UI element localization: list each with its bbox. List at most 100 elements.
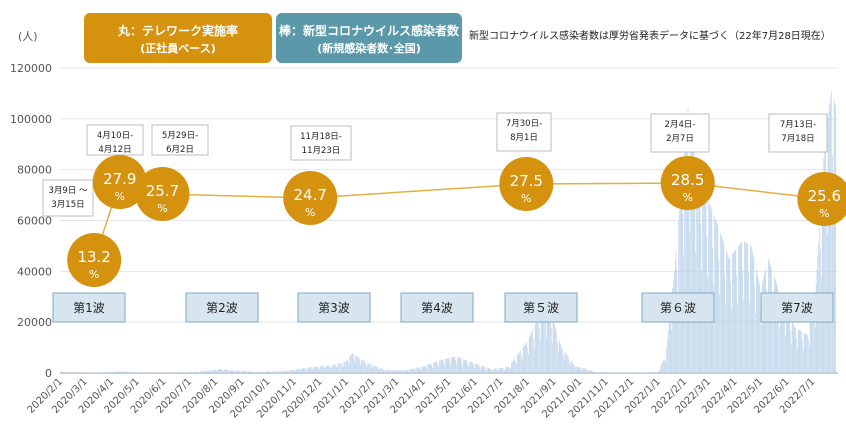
case-bar (345, 361, 346, 373)
case-bar (811, 309, 813, 373)
case-bar (481, 365, 483, 373)
percent-sign: % (157, 202, 167, 215)
case-bar (269, 371, 270, 373)
case-bar (721, 235, 722, 373)
case-bar (642, 372, 644, 373)
case-bar (649, 372, 650, 373)
case-bar (459, 357, 461, 373)
case-bar (240, 371, 241, 373)
case-bar (126, 371, 128, 373)
case-bar (287, 370, 288, 373)
case-bar (808, 346, 810, 373)
case-bar (749, 302, 750, 373)
case-bar (215, 369, 217, 373)
case-bar (212, 370, 213, 373)
case-bar (692, 137, 694, 373)
period-label: 4月12日 (98, 145, 131, 155)
case-bar (522, 359, 523, 373)
case-bar (527, 354, 529, 373)
case-bar (131, 371, 133, 373)
case-bar (539, 340, 541, 373)
period-box (290, 125, 352, 161)
case-bar (478, 364, 480, 373)
telework-value: 25.6 (808, 187, 841, 205)
case-bar (517, 353, 519, 373)
case-bar (520, 350, 521, 373)
case-bar (509, 367, 510, 373)
case-bar (496, 368, 498, 373)
case-bar (106, 372, 108, 373)
case-bar (479, 366, 480, 373)
case-bar (104, 372, 106, 373)
case-bar (322, 366, 323, 373)
case-bar (354, 362, 356, 373)
case-bar (732, 253, 734, 373)
case-bar (408, 370, 410, 373)
case-bar (255, 371, 257, 373)
period-callout: 11月18日- 11月23日 (290, 125, 352, 161)
case-bar (437, 363, 439, 373)
case-bar (188, 372, 190, 373)
case-bar (328, 365, 329, 373)
case-bar (562, 348, 563, 373)
case-bar (416, 367, 418, 373)
case-bar (365, 364, 367, 373)
case-bar (729, 257, 731, 373)
case-bar (813, 299, 814, 373)
case-bar (546, 309, 548, 373)
case-bar (258, 372, 260, 373)
y-axis-unit: (人) (18, 30, 38, 43)
telework-circle (67, 233, 122, 287)
case-bar (475, 363, 476, 373)
case-bar (428, 364, 430, 373)
case-bar (442, 359, 444, 373)
case-bar (492, 370, 493, 373)
case-bar (342, 367, 344, 373)
case-bar (756, 273, 758, 373)
case-bar (305, 367, 306, 373)
case-bar (451, 357, 453, 373)
legend-infections-title: 棒：新型コロナウイルス感染者数 (278, 24, 459, 38)
case-bar (474, 367, 475, 373)
case-bar (516, 363, 517, 373)
case-bar (210, 370, 211, 373)
case-bar (299, 369, 301, 373)
case-bar (797, 348, 798, 373)
wave-label-box (52, 292, 126, 323)
case-bar (247, 372, 248, 373)
case-bar (260, 371, 262, 373)
period-box (496, 112, 552, 152)
case-bar (184, 372, 186, 373)
case-bar (773, 276, 775, 373)
case-bar (279, 371, 281, 373)
case-bar (719, 294, 720, 373)
case-bar (784, 319, 785, 373)
case-bar (329, 367, 331, 373)
period-box (768, 113, 828, 153)
case-bar (750, 245, 752, 373)
case-bar (137, 372, 139, 373)
case-bar (715, 218, 716, 373)
case-bar (340, 362, 341, 373)
case-bar (315, 366, 316, 373)
case-bar (314, 366, 316, 373)
legend-infections: 棒：新型コロナウイルス感染者数 (新規感染者数･全国) (276, 13, 462, 63)
telework-value: 13.2 (77, 248, 110, 266)
case-bar (230, 370, 232, 373)
case-bar (270, 371, 271, 373)
case-bar (447, 358, 449, 373)
case-bar (773, 318, 774, 373)
case-bar (355, 355, 357, 373)
case-bar (469, 361, 471, 373)
case-bar (565, 353, 567, 373)
case-bar (228, 370, 229, 373)
case-bar (285, 370, 287, 373)
case-bar (356, 355, 357, 373)
case-bar (780, 296, 782, 373)
case-bar (636, 372, 638, 373)
case-bar (418, 367, 420, 373)
case-bar (653, 372, 655, 373)
case-bar (387, 369, 388, 373)
period-label: 7月30日- (506, 119, 542, 129)
